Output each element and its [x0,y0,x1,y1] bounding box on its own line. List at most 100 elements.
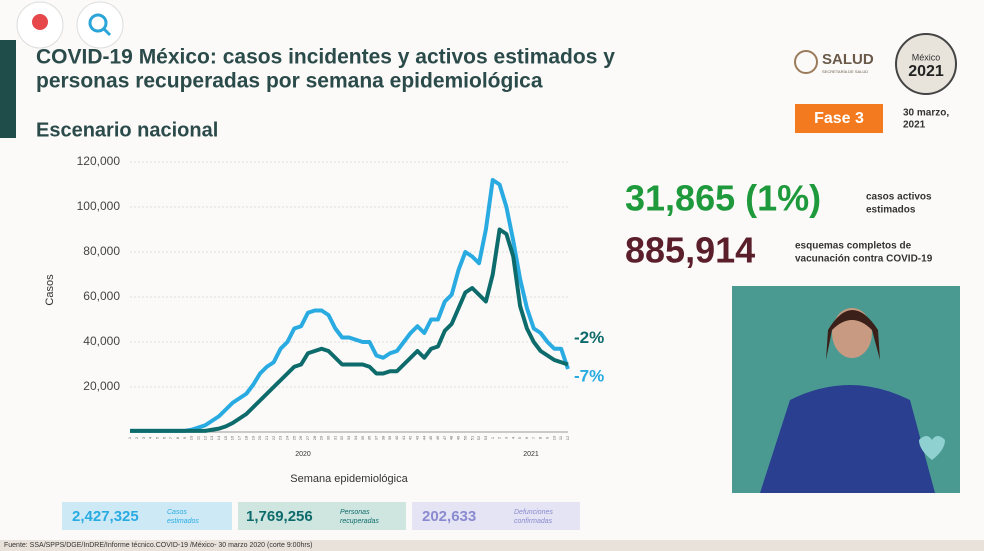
logo-icon [794,50,818,74]
x-tick-label: 37 [373,435,378,440]
box-label: recuperadas [340,518,379,525]
x-tick-label: 26 [298,435,303,440]
x-tick-label: 6 [161,436,166,439]
x-tick-label: 40 [394,435,399,440]
x-tick-label: 16 [230,435,235,440]
x-tick-label: 25 [291,435,296,440]
y-tick-label: 100,000 [77,199,121,213]
x-tick-label: 2 [497,436,502,439]
x-tick-label: 2 [134,436,139,439]
year-label: 2020 [295,451,311,458]
title: personas recuperadas por semana epidemio… [36,70,543,93]
x-tick-label: 49 [456,435,461,440]
box [412,502,580,530]
y-tick-label: 120,000 [77,154,121,168]
logo-text: México [912,52,941,62]
x-tick-label: 13 [209,435,214,440]
x-tick-label: 44 [421,435,426,440]
box-label: Defunciones [514,509,553,516]
accent-bar [0,40,16,138]
date: 30 marzo, [903,108,949,119]
x-tick-label: 50 [462,435,467,440]
search-button[interactable] [76,1,124,49]
x-tick-label: 18 [243,435,248,440]
x-tick-label: 35 [360,435,365,440]
x-tick-label: 38 [380,435,385,440]
x-tick-label: 33 [346,435,351,440]
y-axis-label: Casos [44,274,56,306]
heart-icon[interactable] [919,436,945,460]
x-tick-label: 9 [545,436,550,439]
box-label: Casos [167,509,187,516]
active-label: casos activos [866,192,932,203]
x-tick-label: 21 [264,435,269,440]
x-tick-label: 10 [189,435,194,440]
active-value: 31,865 (1%) [625,178,821,219]
footer: Fuente: SSA/SPPS/DGE/InDRE/Informe técni… [4,542,313,549]
x-tick-label: 7 [531,436,536,439]
x-tick-label: 6 [524,436,529,439]
vaccine-value: 885,914 [625,230,755,271]
x-tick-label: 12 [202,435,207,440]
x-tick-label: 5 [517,436,522,439]
x-tick-label: 47 [442,435,447,440]
x-tick-label: 19 [250,435,255,440]
x-tick-label: 23 [278,435,283,440]
x-tick-label: 27 [305,435,310,440]
x-tick-label: 32 [339,435,344,440]
periscope-icon [32,14,48,30]
x-tick-label: 3 [141,436,146,439]
x-tick-label: 39 [387,435,392,440]
logo-salud: SALUD [822,51,874,68]
x-tick-label: 43 [415,435,420,440]
x-tick-label: 11 [558,435,563,440]
x-tick-label: 34 [353,435,358,440]
vaccine-label: esquemas completos de [795,241,912,252]
x-tick-label: 1 [490,436,495,439]
search-icon [88,13,108,33]
x-tick-label: 52 [476,435,481,440]
year-label: 2021 [523,451,539,458]
phase: Fase 3 [814,110,864,127]
y-tick-label: 40,000 [83,334,120,348]
x-tick-label: 15 [223,435,228,440]
x-tick-label: 1 [127,436,132,439]
end-label: -7% [574,366,604,385]
line [130,227,569,433]
vaccine-label: vacunación contra COVID-19 [795,254,933,265]
x-tick-label: 53 [483,435,488,440]
x-tick-label: 29 [319,435,324,440]
box-label: confirmadas [514,518,553,525]
x-tick-label: 24 [284,435,289,440]
x-tick-label: 8 [175,436,180,439]
x-tick-label: 4 [510,436,515,439]
x-axis-label: Semana epidemiológica [290,473,408,485]
x-tick-label: 48 [449,435,454,440]
x-tick-label: 11 [196,435,201,440]
person [826,310,880,360]
x-tick-label: 10 [551,435,556,440]
search-icon [102,27,112,37]
video-feed [732,286,960,493]
x-tick-label: 22 [271,435,276,440]
x-tick-label: 14 [216,435,221,440]
box [238,502,406,530]
logo-2021 [895,33,957,95]
box [62,502,232,530]
box-value: 2,427,325 [72,508,139,525]
x-tick-label: 7 [168,436,173,439]
box-value: 202,633 [422,508,476,525]
box-label: estimados [167,518,199,525]
active-label: estimados [866,205,916,216]
logo-year: 2021 [908,63,944,80]
x-tick-label: 20 [257,435,262,440]
x-tick-label: 4 [148,436,153,439]
x-tick-label: 46 [435,435,440,440]
line [130,178,570,433]
y-tick-label: 60,000 [83,289,120,303]
x-tick-label: 51 [469,435,474,440]
x-tick-label: 30 [326,435,331,440]
logo-salud-sub: SECRETARÍA DE SALUD [822,69,868,74]
x-tick-label: 41 [401,435,406,440]
